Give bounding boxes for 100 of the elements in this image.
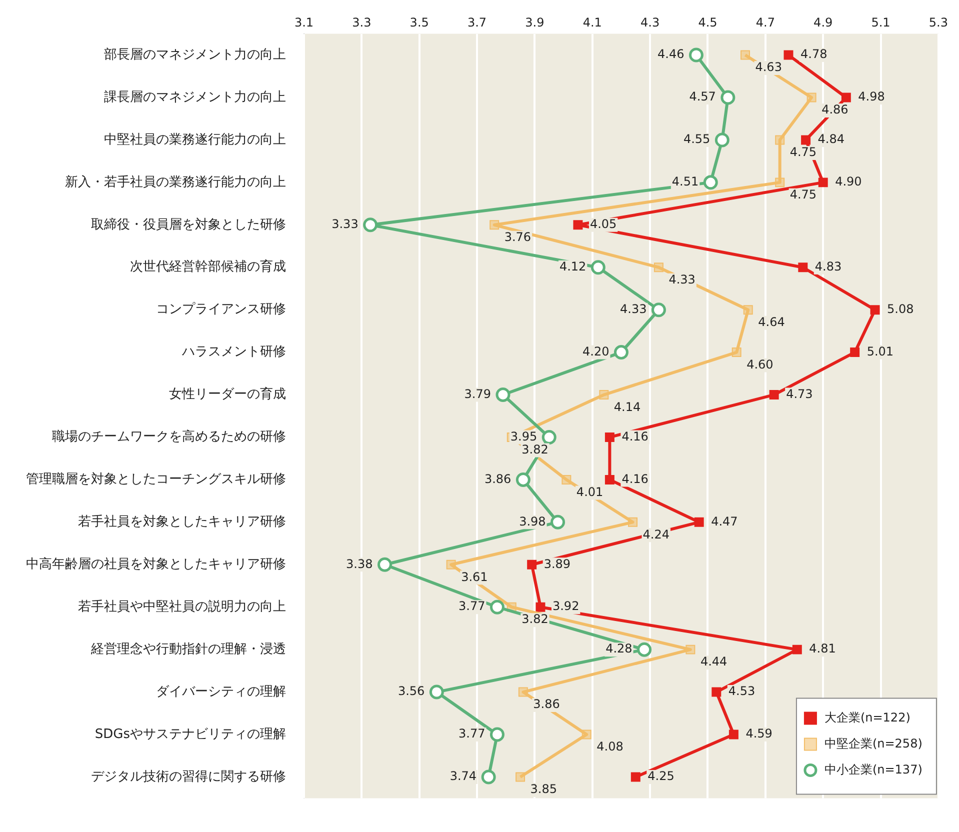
point xyxy=(516,772,526,782)
data-label: 3.77 xyxy=(458,726,486,741)
y-tick-label: SDGsやサステナビリティの理解 xyxy=(94,726,286,742)
data-label: 4.46 xyxy=(657,47,684,62)
data-label: 4.53 xyxy=(728,684,756,698)
text: 4.9 xyxy=(814,16,833,30)
data-label: 3.82 xyxy=(522,442,548,456)
data-label: 4.64 xyxy=(758,314,785,329)
point xyxy=(490,600,504,614)
data-label: 3.92 xyxy=(552,599,580,614)
point xyxy=(694,517,704,527)
y-tick-label: ダイバーシティの理解 xyxy=(156,684,286,700)
y-tick-label: デジタル技術の習得に関する研修 xyxy=(91,769,286,784)
point xyxy=(604,432,614,442)
point xyxy=(806,92,816,102)
y-tick-label: 若手社員を対象としたキャリア研修 xyxy=(78,514,286,530)
data-label: 3.98 xyxy=(519,514,546,528)
data-label: 4.81 xyxy=(809,642,836,656)
text: 4.3 xyxy=(640,16,660,30)
point xyxy=(740,50,750,60)
data-label: 4.60 xyxy=(746,357,774,372)
data-label: 4.25 xyxy=(648,769,674,784)
data-label: 3.82 xyxy=(522,612,548,626)
point xyxy=(630,772,640,782)
data-label: 3.86 xyxy=(484,472,512,486)
text: 3.5 xyxy=(410,16,429,30)
y-tick-label: 中堅社員の業務遂行能力の向上 xyxy=(104,132,286,148)
point xyxy=(490,727,504,742)
text: 3.9 xyxy=(525,16,544,30)
data-label: 4.55 xyxy=(683,132,710,146)
data-label: 3.79 xyxy=(464,386,491,401)
text: 3.3 xyxy=(352,16,372,30)
data-label: 4.75 xyxy=(790,145,817,160)
data-label: 4.33 xyxy=(620,302,647,316)
data-label: 4.98 xyxy=(858,90,885,104)
point xyxy=(562,474,572,484)
text: 4.1 xyxy=(582,16,602,30)
y-tick-label: 女性リーダーの育成 xyxy=(169,386,286,402)
data-label: 4.47 xyxy=(711,514,738,528)
text: 3.1 xyxy=(294,16,314,30)
data-label: 4.86 xyxy=(822,102,848,117)
y-tick-label: 中高年齢層の社員を対象としたキャリア研修 xyxy=(26,556,286,572)
point xyxy=(654,262,664,272)
data-label: 4.90 xyxy=(835,174,862,189)
point xyxy=(481,770,496,784)
point xyxy=(490,220,500,230)
point xyxy=(850,348,860,358)
point xyxy=(841,92,851,102)
y-tick-label: 若手社員や中堅社員の説明力の向上 xyxy=(78,599,286,614)
y-tick-label: 取締役・役員層を対象とした研修 xyxy=(91,216,286,232)
point xyxy=(599,390,609,400)
data-label: 4.16 xyxy=(622,472,648,486)
data-label: 3.77 xyxy=(458,599,486,614)
data-label: 3.56 xyxy=(398,684,425,698)
point xyxy=(446,560,456,570)
data-label: 4.33 xyxy=(668,272,696,286)
data-label: 4.63 xyxy=(755,60,782,74)
point xyxy=(775,135,785,145)
y-tick-label: 職場のチームワークを高めるための研修 xyxy=(52,428,286,445)
data-label: 3.85 xyxy=(530,782,558,796)
data-label: 4.05 xyxy=(590,217,617,232)
point xyxy=(688,48,704,62)
data-label: 3.86 xyxy=(533,697,560,712)
point xyxy=(714,132,730,148)
point xyxy=(590,260,606,275)
data-label: 4.16 xyxy=(622,429,648,444)
text: 3.7 xyxy=(467,16,487,30)
point xyxy=(496,388,510,402)
y-tick-label: 管理職層を対象としたコーチングスキル研修 xyxy=(26,471,286,488)
data-label: 3.61 xyxy=(461,570,488,584)
data-label: 5.01 xyxy=(866,344,894,358)
data-label: 4.84 xyxy=(818,132,845,146)
point xyxy=(686,644,696,654)
data-label: 4.20 xyxy=(582,344,610,358)
point xyxy=(542,430,556,444)
data-label: 4.14 xyxy=(614,400,641,414)
text: 4.5 xyxy=(698,16,718,30)
text: 4.7 xyxy=(756,16,775,30)
data-label: 5.08 xyxy=(887,302,914,316)
text: 5.1 xyxy=(871,16,890,30)
point xyxy=(651,302,666,318)
text: 5.3 xyxy=(928,16,948,30)
point xyxy=(769,390,779,400)
point xyxy=(518,687,528,697)
point xyxy=(712,687,722,697)
y-tick-label: ハラスメント研修 xyxy=(181,344,286,360)
point xyxy=(798,262,808,272)
y-tick-label: 課長層のマネジメント力の向上 xyxy=(104,90,286,105)
data-label: 4.24 xyxy=(642,527,670,542)
data-label: 4.08 xyxy=(596,740,624,754)
data-label: 4.12 xyxy=(559,259,586,274)
point xyxy=(378,557,392,572)
point xyxy=(728,730,738,740)
y-tick-label: 経営理念や行動指針の理解・浸透 xyxy=(90,642,286,657)
point xyxy=(582,730,592,740)
data-label: 4.59 xyxy=(746,726,772,741)
data-label: 4.78 xyxy=(800,47,828,62)
data-label: 3.95 xyxy=(510,429,538,444)
y-tick-label: コンプライアンス研修 xyxy=(156,302,286,318)
data-label: 4.73 xyxy=(786,386,813,401)
